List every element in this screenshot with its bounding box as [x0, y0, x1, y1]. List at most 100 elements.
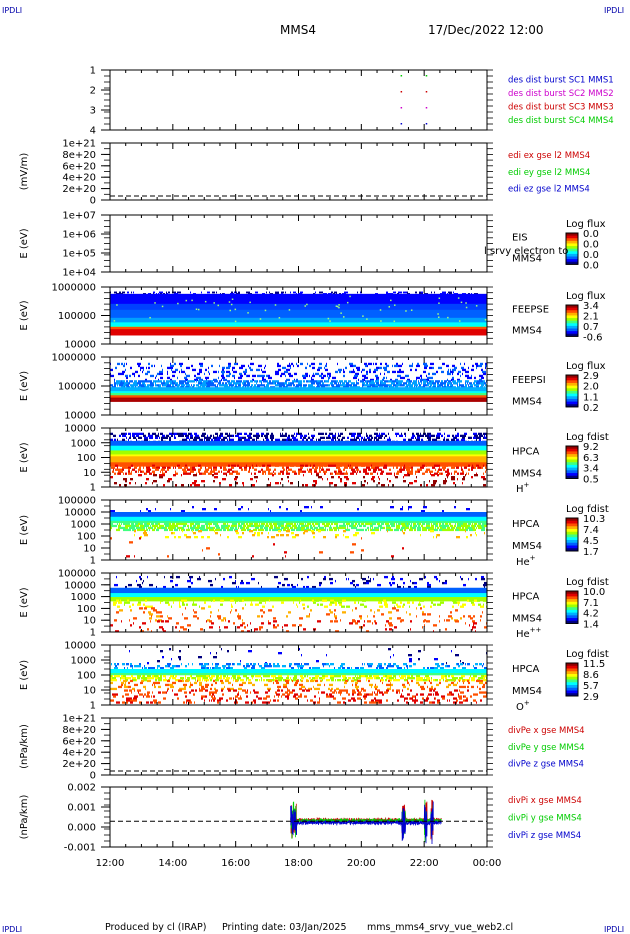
heatmap-cell: [454, 689, 458, 692]
panel-11-legend-entry: divPi y gse MMS4: [508, 814, 582, 824]
heatmap-cell: [344, 476, 348, 479]
heatmap-cell: [132, 679, 136, 682]
heatmap-cell: [134, 665, 137, 668]
heatmap-cell: [263, 611, 265, 614]
heatmap-cell: [208, 380, 211, 383]
heatmap-cell: [328, 687, 330, 691]
heatmap-cell: [445, 628, 447, 631]
heatmap-cell: [390, 378, 392, 382]
heatmap-cell: [417, 362, 419, 366]
heatmap-cell: [208, 663, 209, 666]
heatmap-cell: [158, 691, 161, 694]
heatmap-cell: [278, 368, 281, 372]
heatmap-cell: [364, 701, 367, 704]
heatmap-cell: [400, 384, 404, 387]
heatmap-cell: [434, 522, 436, 526]
heatmap-cell: [207, 524, 208, 528]
heatmap-cell: [225, 619, 226, 622]
heatmap-cell: [261, 382, 262, 385]
heatmap-cell: [369, 693, 373, 696]
heatmap-cell: [364, 663, 365, 666]
panel-6-colorbar-swatch: [566, 454, 578, 458]
heatmap-cell: [331, 679, 334, 682]
heatmap-cell: [249, 522, 253, 526]
heatmap-cell: [255, 603, 259, 606]
heatmap-cell: [431, 484, 435, 487]
heatmap-cell: [233, 622, 235, 625]
heatmap-cell: [407, 677, 411, 680]
heatmap-cell: [202, 472, 206, 475]
heatmap-cell: [273, 679, 274, 682]
heatmap-cell: [287, 528, 290, 532]
heatmap-cell: [218, 677, 219, 680]
heatmap-cell: [483, 679, 487, 682]
heatmap-cell: [128, 583, 132, 587]
heatmap-cell: [185, 382, 189, 385]
heatmap-cell: [369, 434, 372, 438]
heatmap-cell: [393, 484, 394, 487]
heatmap-cell: [406, 380, 409, 383]
heatmap-cell: [218, 370, 219, 374]
heatmap-cell: [363, 476, 365, 479]
heatmap-cell: [350, 551, 354, 554]
heatmap-cell: [241, 579, 243, 583]
heatmap-cell: [394, 474, 395, 477]
heatmap-cell: [403, 291, 407, 294]
heatmap-cell: [465, 622, 466, 625]
heatmap-cell: [444, 432, 445, 436]
heatmap-cell: [204, 663, 208, 666]
heatmap-cell: [112, 677, 116, 680]
heatmap-cell: [238, 522, 240, 526]
panel-7-colorbar-tick: 7.4: [583, 525, 599, 536]
heatmap-cell: [427, 382, 428, 385]
heatmap-cell: [123, 675, 126, 678]
heatmap-row: [110, 389, 487, 392]
panel-5-colorbar-swatch: [566, 385, 578, 389]
heatmap-cell: [152, 482, 153, 485]
heatmap-cell: [456, 438, 459, 442]
heatmap-cell: [376, 667, 378, 670]
heatmap-speck: [458, 320, 461, 322]
heatmap-cell: [457, 432, 459, 436]
heatmap-cell: [368, 575, 369, 579]
heatmap-cell: [219, 364, 220, 368]
heatmap-cell: [140, 384, 144, 387]
panel-7-colorbar-swatch: [566, 523, 578, 527]
heatmap-cell: [376, 434, 380, 438]
heatmap-cell: [427, 583, 431, 587]
heatmap-cell: [148, 366, 150, 370]
heatmap-cell: [140, 510, 141, 513]
heatmap-cell: [431, 524, 434, 528]
heatmap-cell: [146, 466, 148, 469]
heatmap-cell: [140, 536, 142, 539]
heatmap-cell: [463, 522, 467, 526]
heatmap-cell: [252, 534, 255, 537]
heatmap-speck: [457, 297, 460, 299]
heatmap-cell: [485, 466, 487, 469]
heatmap-cell: [164, 436, 168, 440]
heatmap-cell: [140, 368, 141, 372]
heatmap-cell: [377, 583, 381, 587]
heatmap-row: [110, 440, 487, 444]
heatmap-cell: [474, 380, 477, 383]
heatmap-cell: [385, 464, 387, 467]
heatmap-cell: [283, 683, 287, 687]
heatmap-cell: [149, 583, 153, 587]
heatmap-cell: [287, 524, 291, 528]
heatmap-cell: [309, 667, 311, 670]
heatmap-cell: [218, 382, 221, 385]
heatmap-cell: [394, 528, 396, 532]
heatmap-cell: [222, 665, 226, 668]
heatmap-cell: [140, 526, 141, 530]
heatmap-cell: [388, 611, 392, 614]
heatmap-cell: [370, 577, 371, 581]
heatmap-cell: [378, 601, 381, 604]
heatmap-cell: [420, 528, 421, 532]
heatmap-cell: [150, 384, 154, 387]
heatmap-cell: [237, 432, 239, 436]
heatmap-cell: [242, 689, 246, 692]
heatmap-cell: [428, 528, 430, 532]
panel-7-ytick-label: 100000: [58, 496, 96, 507]
heatmap-cell: [298, 380, 302, 383]
